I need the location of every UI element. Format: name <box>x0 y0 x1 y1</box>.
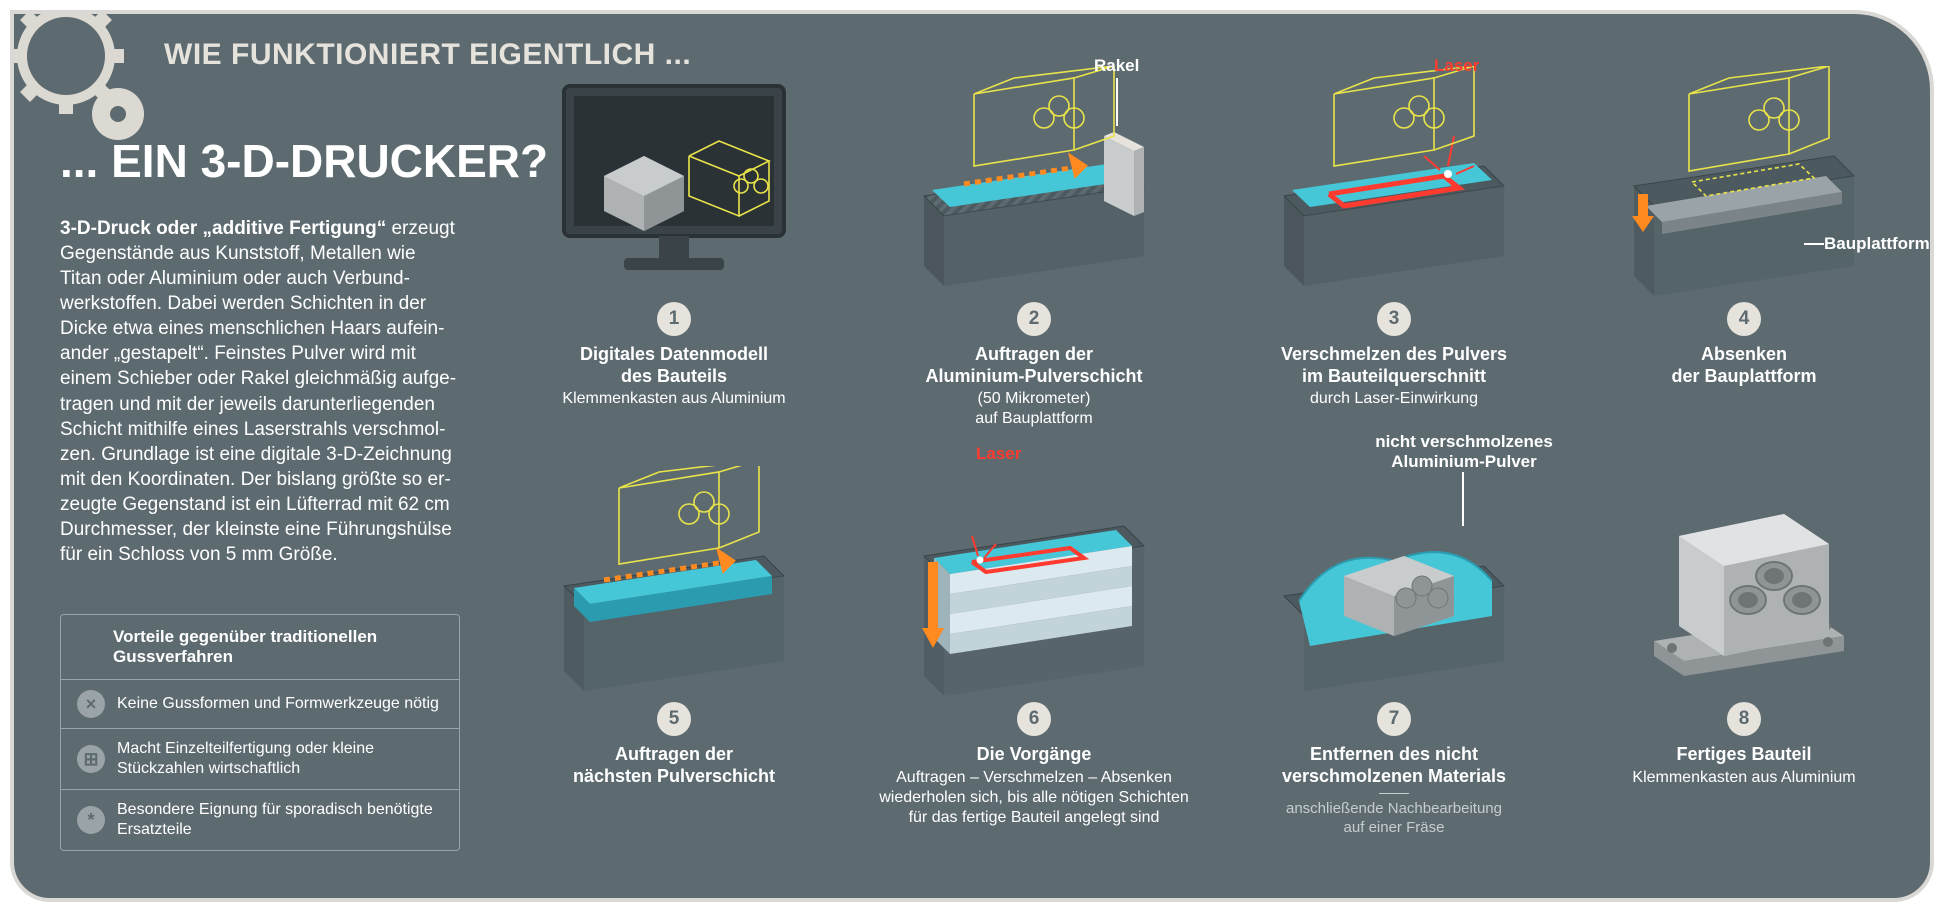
infographic-frame: WIE FUNKTIONIERT EIGENTLICH ... ... EIN … <box>10 10 1934 902</box>
step-1: 1 Digitales Datenmodelldes Bauteils Klem… <box>504 66 844 409</box>
step-5: 5 Auftragen dernächsten Pulverschicht <box>504 466 844 787</box>
step-number: 2 <box>1017 302 1051 336</box>
step4-illustration <box>1594 66 1894 296</box>
step-number: 7 <box>1377 702 1411 736</box>
body-copy: 3-D-Druck oder „additive Fertigung“ er­z… <box>60 216 460 567</box>
step5-illustration <box>524 466 824 696</box>
step-caption-bold: Auftragen derAluminium-Pulverschicht <box>864 344 1204 387</box>
step-6: Laser <box>864 466 1204 828</box>
step6-illustration <box>884 466 1184 696</box>
step-caption-bold: Absenkender Bauplattform <box>1574 344 1914 387</box>
advantage-row: ⊞ Macht Einzelteilfertigung oder kleine … <box>61 729 459 790</box>
step-8: 8 Fertiges Bauteil Klemmenkasten aus Alu… <box>1574 466 1914 788</box>
step8-illustration <box>1594 466 1894 696</box>
step-number: 8 <box>1727 702 1761 736</box>
step-4: Bauplattform <box>1574 66 1914 387</box>
annot-line <box>1116 78 1118 126</box>
step-caption-bold: Digitales Datenmodelldes Bauteils <box>504 344 844 387</box>
step2-illustration <box>884 66 1184 296</box>
step-caption: durch Laser-Einwirkung <box>1224 389 1564 409</box>
step-number: 5 <box>657 702 691 736</box>
advantages-title: Vorteile gegenüber traditionellen Gussve… <box>61 615 459 680</box>
steps-grid: 1 Digitales Datenmodelldes Bauteils Klem… <box>494 66 1914 886</box>
annot-laser2: Laser <box>976 444 1021 464</box>
step-2: Rakel <box>864 66 1204 429</box>
step-7: nicht verschmolzenesAluminium-Pulver <box>1224 466 1564 838</box>
annot-rakel: Rakel <box>1094 56 1139 76</box>
step-caption: (50 Mikrometer)auf Bauplattform <box>864 389 1204 429</box>
advantage-text: Macht Einzelteilfertigung oder kleine St… <box>117 739 443 779</box>
step-caption: Klemmenkasten aus Aluminium <box>504 389 844 409</box>
grid-icon: ⊞ <box>77 745 105 773</box>
x-icon: × <box>77 690 105 718</box>
step-number: 3 <box>1377 302 1411 336</box>
advantage-text: Besondere Eignung für sporadisch benötig… <box>117 800 443 840</box>
advantage-row: * Besondere Eignung für sporadisch benöt… <box>61 790 459 850</box>
step-number: 1 <box>657 302 691 336</box>
step-3: Laser <box>1224 66 1564 409</box>
star-icon: * <box>77 806 105 834</box>
step3-illustration <box>1244 66 1544 296</box>
annot-line <box>1804 243 1824 245</box>
step-caption-bold: Die Vorgänge <box>864 744 1204 766</box>
step-caption-light: anschließende Nachbearbeitungauf einer F… <box>1224 800 1564 838</box>
step1-illustration <box>524 66 824 296</box>
advantage-row: × Keine Gussformen und Formwerkzeuge nöt… <box>61 680 459 729</box>
main-title: ... EIN 3-D-DRUCKER? <box>60 134 548 188</box>
step-caption: Klemmenkasten aus Aluminium <box>1574 768 1914 788</box>
step-caption-bold: Auftragen dernächsten Pulverschicht <box>504 744 844 787</box>
step-caption-bold: Fertiges Bauteil <box>1574 744 1914 766</box>
annot-powder: nicht verschmolzenesAluminium-Pulver <box>1364 432 1564 472</box>
annot-laser: Laser <box>1434 56 1479 76</box>
step-caption: Auftragen – Verschmelzen – Absenkenwiede… <box>864 768 1204 828</box>
step-caption-bold: Verschmelzen des Pulversim Bauteilquersc… <box>1224 344 1564 387</box>
caption-rule <box>1379 793 1409 794</box>
step-number: 6 <box>1017 702 1051 736</box>
step-caption-bold: Entfernen des nichtverschmolzenen Materi… <box>1224 744 1564 787</box>
advantages-box: Vorteile gegenüber traditionellen Gussve… <box>60 614 460 851</box>
annot-line <box>1462 472 1464 526</box>
step-number: 4 <box>1727 302 1761 336</box>
advantage-text: Keine Gussformen und Formwerkzeuge nötig <box>117 694 443 714</box>
step7-illustration <box>1244 466 1544 696</box>
annot-bauplattform: Bauplattform <box>1824 234 1930 254</box>
